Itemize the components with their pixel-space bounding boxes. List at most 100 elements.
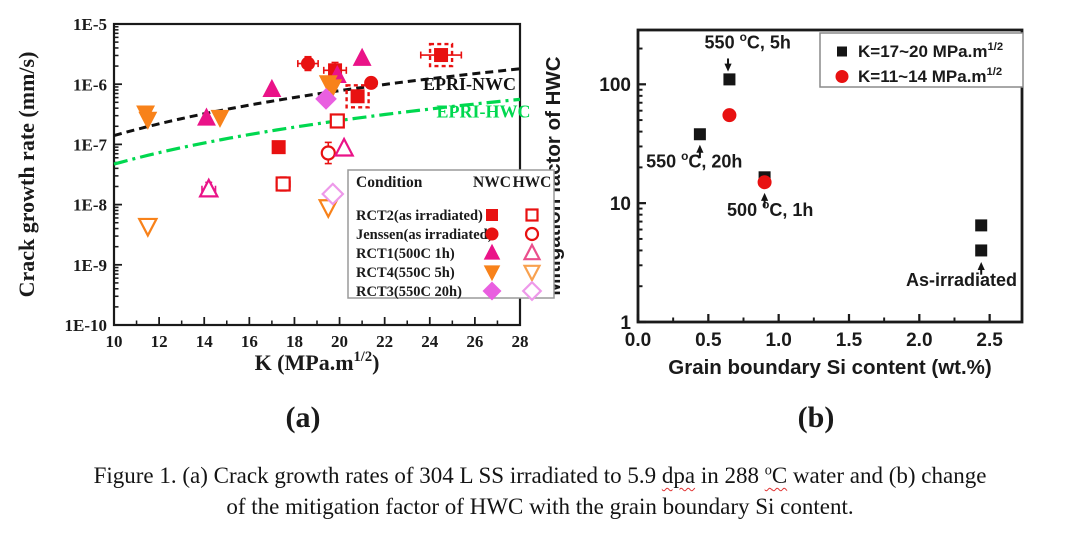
caption-word-wavy: oC bbox=[764, 462, 788, 488]
caption-text: Figure 1. (a) Crack growth rates of 304 … bbox=[93, 463, 662, 488]
annotation: As-irradiated bbox=[906, 261, 1017, 290]
x-tick-label: 1.5 bbox=[836, 330, 863, 351]
data-point-marker bbox=[329, 113, 345, 129]
data-point-marker bbox=[300, 56, 315, 71]
chart-b-mitigation-factor: 0.0 0.5 1.0 1.5 2.0 2.5 1 10 100 Grain boundary S… bbox=[542, 28, 1024, 434]
data-point-marker bbox=[137, 217, 159, 238]
data-point-marker bbox=[722, 108, 737, 123]
data-point-marker bbox=[482, 281, 502, 301]
data-point-marker bbox=[757, 175, 772, 190]
x-tick-label: 18 bbox=[286, 332, 303, 351]
panel-label: (b) bbox=[798, 401, 835, 434]
x-axis-label: K (MPa.m1/2) bbox=[255, 349, 380, 375]
legend-header-condition: Condition bbox=[356, 174, 423, 191]
data-point-marker bbox=[275, 176, 291, 192]
x-tick-label: 0.0 bbox=[625, 330, 651, 351]
annotation-text: 550 oC, 20h bbox=[646, 149, 742, 172]
caption-line-1: Figure 1. (a) Crack growth rates of 304 … bbox=[0, 460, 1080, 491]
series-Jenssen(as irradiated) NWC bbox=[297, 55, 379, 90]
data-point-marker bbox=[262, 78, 282, 98]
caption-text: in 288 bbox=[695, 463, 765, 488]
legend-b: K=17~20 MPa.m1/2 K=11~14 MPa.m1/2 bbox=[819, 32, 1024, 88]
x-tick-label: 20 bbox=[331, 332, 348, 351]
legend-header-nwc: NWC bbox=[473, 174, 511, 191]
data-point-marker bbox=[321, 182, 345, 206]
x-tick-label: 10 bbox=[106, 332, 123, 351]
series-RCT1(500C 1h) HWC bbox=[198, 136, 355, 198]
series-RCT1(500C 1h) NWC bbox=[197, 47, 372, 126]
y-tick-label: 1E-9 bbox=[73, 256, 107, 275]
x-tick-label: 16 bbox=[241, 332, 258, 351]
data-point-marker bbox=[350, 89, 365, 104]
legend-row-label: RCT2(as irradiated) bbox=[356, 208, 483, 224]
reference-curve-EPRI-NWC bbox=[113, 67, 521, 138]
data-point-marker bbox=[522, 242, 542, 261]
annotation-arrow-head bbox=[724, 63, 732, 72]
x-axis-label: Grain boundary Si content (wt.%) bbox=[668, 356, 991, 379]
data-point-marker bbox=[210, 109, 230, 128]
y-tick-label: 100 bbox=[599, 75, 631, 96]
curve-label-EPRI-NWC: EPRI-NWC bbox=[423, 74, 516, 94]
x-tick-label: 22 bbox=[376, 332, 393, 351]
x-tick-label: 2.5 bbox=[976, 330, 1003, 351]
x-tick-label: 28 bbox=[512, 332, 529, 351]
annotation: 550 oC, 20h bbox=[646, 144, 742, 172]
curve-label-EPRI-HWC: EPRI-HWC bbox=[437, 101, 531, 121]
data-point-marker bbox=[320, 145, 336, 161]
series-RCT2(as irradiated) NWC outlined bbox=[345, 42, 463, 109]
annotation-text: 550 oC, 5h bbox=[705, 30, 791, 53]
x-tick-label: 2.0 bbox=[906, 330, 932, 351]
y-tick-label: 1E-8 bbox=[73, 196, 107, 215]
data-point-marker bbox=[483, 265, 501, 282]
y-tick-label: 1E-5 bbox=[73, 15, 107, 34]
legend-row-label: RCT3(550C 20h) bbox=[356, 284, 462, 300]
reference-curve-EPRI-HWC bbox=[113, 97, 521, 166]
highlight-dashed-outline bbox=[428, 42, 454, 68]
caption-word-wavy: dpa bbox=[661, 463, 696, 488]
annotation-text: As-irradiated bbox=[906, 270, 1017, 290]
data-point-marker bbox=[352, 47, 372, 66]
x-tick-label: 26 bbox=[466, 332, 483, 351]
highlight-dashed-outline bbox=[345, 84, 370, 109]
legend-row-label: RCT4(550C 5h) bbox=[356, 265, 455, 281]
data-point-marker bbox=[522, 264, 542, 283]
data-point-marker bbox=[835, 70, 849, 83]
data-point-marker bbox=[483, 243, 501, 260]
annotation: 550 oC, 5h bbox=[705, 30, 791, 72]
y-tick-label: 10 bbox=[610, 194, 631, 215]
data-point-marker bbox=[975, 219, 988, 232]
data-point-marker bbox=[323, 79, 343, 98]
y-tick-label: 1 bbox=[620, 313, 631, 334]
caption-text: of the mitigation factor of HWC with the… bbox=[226, 494, 854, 519]
data-point-marker bbox=[138, 111, 158, 130]
annotation-text: 500 oC, 1h bbox=[727, 197, 813, 220]
y-axis-label: Crack growth rate (mm/s) bbox=[14, 52, 39, 298]
x-tick-label: 0.5 bbox=[695, 330, 722, 351]
annotation-arrow-head bbox=[696, 144, 704, 153]
data-point-marker bbox=[333, 136, 355, 157]
data-point-marker bbox=[837, 46, 847, 57]
data-point-marker bbox=[525, 208, 539, 222]
annotation: 500 oC, 1h bbox=[727, 192, 813, 220]
data-point-marker bbox=[975, 244, 988, 257]
y-tick-label: 1E-7 bbox=[73, 136, 108, 155]
x-tick-label: 1.0 bbox=[765, 330, 791, 351]
axes: 0.0 0.5 1.0 1.5 2.0 2.5 1 10 100 bbox=[599, 28, 1024, 351]
figure-caption: Figure 1. (a) Crack growth rates of 304 … bbox=[0, 460, 1080, 522]
axes: 10 12 14 16 18 20 22 24 26 28 1E-5 1E-6 1E-7 1E-8 1E-9… bbox=[65, 15, 529, 351]
superscript: o bbox=[764, 462, 772, 479]
legend-row-label: K=11~14 MPa.m1/2 bbox=[858, 66, 1002, 86]
data-point-marker bbox=[271, 140, 286, 155]
data-point-marker bbox=[198, 177, 220, 198]
caption-line-2: of the mitigation factor of HWC with the… bbox=[0, 491, 1080, 522]
series-RCT3(550C 20h) HWC bbox=[321, 182, 345, 206]
x-tick-label: 24 bbox=[421, 332, 439, 351]
annotation-arrow-head bbox=[977, 261, 985, 270]
data-point-marker bbox=[723, 73, 736, 86]
y-tick-label: 1E-6 bbox=[73, 75, 107, 94]
data-point-marker bbox=[315, 88, 337, 110]
data-point-marker bbox=[524, 226, 540, 242]
data-point-marker bbox=[485, 227, 499, 241]
series-Jenssen(as irradiated) HWC bbox=[320, 141, 336, 165]
data-point-marker bbox=[364, 75, 379, 90]
